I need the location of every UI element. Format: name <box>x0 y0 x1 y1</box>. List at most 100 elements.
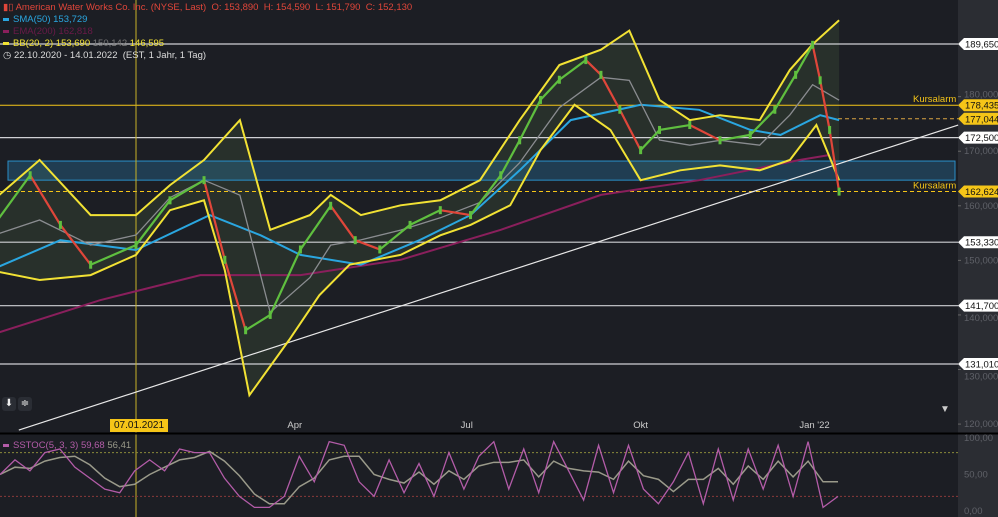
price-level-badge[interactable] <box>958 38 998 50</box>
price-level-label: 131,010 <box>965 359 998 370</box>
stoch-d-value: 56,41 <box>107 440 132 451</box>
date-range: 22.10.2020 - 14.01.2022 <box>13 50 118 61</box>
price-alarm-label[interactable]: Kursalarm <box>913 94 956 105</box>
bollinger-band-fill <box>0 20 840 396</box>
y-tick-label: 140,000 <box>964 313 998 324</box>
y-tick-label: 150,000 <box>964 255 998 266</box>
price-point <box>688 121 692 130</box>
caret-down-icon: ▼ <box>940 404 950 415</box>
price-segment <box>689 124 721 142</box>
price-segment <box>59 224 92 266</box>
price-level-label: 141,700 <box>965 301 998 312</box>
bb-label: BB(20, 2) <box>13 38 54 49</box>
bollinger-middle-line <box>0 76 840 314</box>
price-segment <box>135 199 171 246</box>
price-level-label: 177,044 <box>965 114 998 125</box>
price-point <box>134 241 138 250</box>
sma-swatch <box>3 17 9 21</box>
ema-value: 162,818 <box>58 26 93 37</box>
stoch-swatch <box>3 443 9 447</box>
price-segment <box>811 44 822 81</box>
price-segment <box>794 44 814 76</box>
price-segment <box>440 209 471 217</box>
price-segment <box>618 109 642 151</box>
price-level-badge[interactable] <box>958 299 998 312</box>
price-segment <box>379 224 411 251</box>
price-segment <box>819 80 831 131</box>
price-segment <box>749 108 776 136</box>
price-point <box>818 76 822 85</box>
collapse-button[interactable]: ≑ <box>18 397 32 411</box>
price-segment <box>659 123 690 132</box>
ema-swatch <box>3 29 9 33</box>
price-point <box>89 260 93 269</box>
trendline[interactable] <box>18 124 959 431</box>
price-point <box>773 105 777 114</box>
price-point <box>244 326 248 335</box>
x-tick-label: Apr <box>287 420 302 431</box>
price-segment <box>828 129 841 192</box>
price-level-label: 178,435 <box>965 101 998 112</box>
scroll-down-button[interactable]: ⬇ <box>2 397 16 411</box>
price-point <box>408 220 412 229</box>
open-value: O: 153,890 <box>211 2 259 13</box>
price-segment <box>29 174 62 226</box>
price-segment <box>499 139 521 176</box>
price-point <box>584 56 588 65</box>
sma-value: 153,729 <box>53 14 88 25</box>
y-tick-label: 170,000 <box>964 146 998 157</box>
price-level-badge[interactable] <box>958 112 998 125</box>
price-point <box>202 176 206 185</box>
price-segment <box>299 205 332 251</box>
price-point <box>718 136 722 145</box>
y-tick-label: 120,000 <box>964 419 998 430</box>
arrow-down-icon: ⬇ <box>4 398 14 409</box>
candlestick-icon: ▮▯ <box>3 2 16 13</box>
price-level-badge[interactable] <box>958 357 998 370</box>
low-value: L: 151,790 <box>315 2 361 13</box>
price-segment <box>223 259 247 331</box>
panel-menu-button[interactable]: ▼ <box>940 404 950 415</box>
x-tick-label: Jan '22 <box>799 420 829 431</box>
price-point <box>58 220 62 229</box>
price-axis-bg <box>958 0 998 517</box>
price-segment <box>469 174 502 216</box>
price-level-badge[interactable] <box>958 99 998 112</box>
price-level-badge[interactable] <box>958 236 998 249</box>
price-segment <box>409 209 441 226</box>
high-value: H: 154,590 <box>263 2 311 13</box>
stoch-label: SSTOC(5, 3, 3) <box>13 440 79 451</box>
legend-sma[interactable]: SMA(50) 153,729 <box>3 14 87 26</box>
price-point <box>557 75 561 84</box>
price-point <box>794 70 798 79</box>
price-point <box>28 171 32 180</box>
x-tick-label: Jul <box>461 420 473 431</box>
price-point <box>538 95 542 104</box>
price-point <box>658 125 662 134</box>
price-point <box>268 310 272 319</box>
price-point <box>168 196 172 205</box>
price-level-label: 153,330 <box>965 238 998 249</box>
price-point <box>837 187 841 196</box>
price-point <box>469 211 473 220</box>
y-tick-label: 130,000 <box>964 371 998 382</box>
bb-lower-value: 146,595 <box>129 38 165 49</box>
price-level-label: 162,624 <box>965 187 998 198</box>
ema-label: EMA(200) <box>13 26 56 37</box>
bollinger-lower-line <box>0 103 841 398</box>
price-alarm-label[interactable]: Kursalarm <box>913 180 956 191</box>
price-segment <box>169 179 205 202</box>
price-level-badge[interactable] <box>958 131 998 144</box>
legend-ema[interactable]: EMA(200) 162,818 <box>3 26 93 38</box>
legend-stoch[interactable]: SSTOC(5, 3, 3) 59,68 56,41 <box>3 440 131 452</box>
legend-bb[interactable]: BB(20, 2) 153,690 150,142 146,595 <box>3 38 164 50</box>
legend-title: ▮▯ American Water Works Co. Inc. (NYSE, … <box>3 2 412 14</box>
price-level-badge[interactable] <box>958 185 998 198</box>
price-segment <box>558 59 587 81</box>
price-point <box>223 255 227 264</box>
price-segment <box>90 244 137 266</box>
price-segment <box>539 78 561 101</box>
close-value: C: 152,130 <box>365 2 413 13</box>
price-point <box>298 245 302 254</box>
